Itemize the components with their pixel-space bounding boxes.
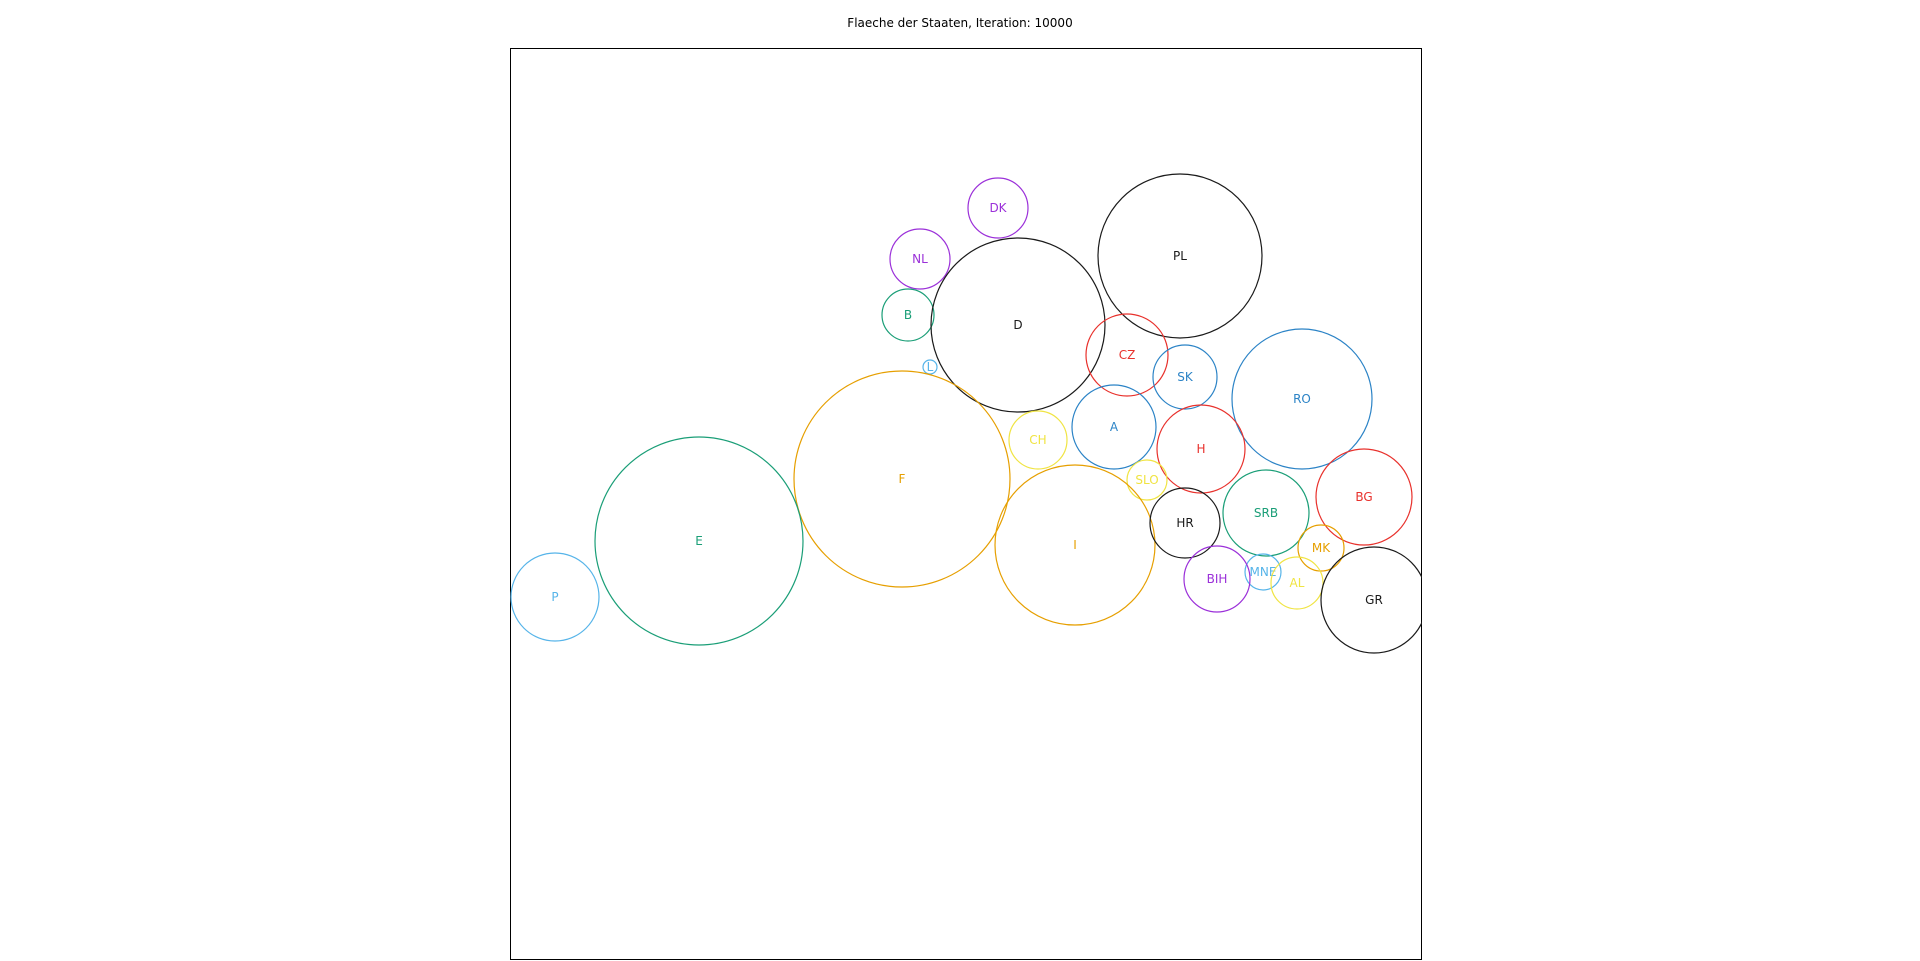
state-label: A xyxy=(1110,420,1119,434)
state-label: MNE xyxy=(1250,565,1277,579)
state-label: SK xyxy=(1177,370,1194,384)
state-label: CH xyxy=(1029,433,1046,447)
state-l: L xyxy=(922,359,938,375)
state-p: P xyxy=(510,552,600,642)
state-hr: HR xyxy=(1149,487,1221,559)
state-label: I xyxy=(1073,538,1077,552)
state-slo: SLO xyxy=(1126,459,1168,501)
state-label: P xyxy=(551,590,558,604)
state-circle xyxy=(994,464,1156,626)
state-b: B xyxy=(881,288,935,342)
state-circle xyxy=(1126,459,1168,501)
state-label: BG xyxy=(1355,490,1372,504)
state-label: AL xyxy=(1290,576,1305,590)
state-circle xyxy=(1149,487,1221,559)
state-label: PL xyxy=(1173,249,1187,263)
state-circle xyxy=(1008,410,1068,470)
state-circle xyxy=(1231,328,1373,470)
state-label: L xyxy=(927,360,934,374)
state-circle xyxy=(1315,448,1413,546)
state-bih: BIH xyxy=(1183,545,1251,613)
state-circle xyxy=(510,552,600,642)
state-circle xyxy=(1270,556,1324,610)
state-mne: MNE xyxy=(1244,553,1282,591)
state-label: HR xyxy=(1176,516,1193,530)
state-label: SRB xyxy=(1254,506,1278,520)
state-label: GR xyxy=(1365,593,1383,607)
state-d: D xyxy=(930,237,1106,413)
chart-title: Flaeche der Staaten, Iteration: 10000 xyxy=(847,16,1073,30)
plot-area: DK NL B L D PL CZ SK RO A CH H F SLO BG I HR SRB E MK MNE BIH… xyxy=(510,48,1422,960)
state-label: E xyxy=(695,534,703,548)
state-label: H xyxy=(1196,442,1205,456)
plot-frame xyxy=(510,48,1422,960)
state-circle xyxy=(594,436,804,646)
state-pl: PL xyxy=(1097,173,1263,339)
state-label: BIH xyxy=(1207,572,1228,586)
state-circle xyxy=(1183,545,1251,613)
state-cz: CZ xyxy=(1085,313,1169,397)
state-nl: NL xyxy=(889,228,951,290)
state-circle xyxy=(922,359,938,375)
state-label: F xyxy=(899,472,906,486)
state-f: F xyxy=(793,370,1011,588)
state-a: A xyxy=(1071,384,1157,470)
state-sk: SK xyxy=(1152,344,1218,410)
state-i: I xyxy=(994,464,1156,626)
state-circle xyxy=(1156,404,1246,494)
state-circle xyxy=(1097,173,1263,339)
state-gr: GR xyxy=(1320,546,1422,654)
state-circle xyxy=(1297,524,1345,572)
state-circle xyxy=(1085,313,1169,397)
state-e: E xyxy=(594,436,804,646)
state-label: CZ xyxy=(1119,348,1136,362)
state-mk: MK xyxy=(1297,524,1345,572)
state-ro: RO xyxy=(1231,328,1373,470)
state-label: B xyxy=(904,308,912,322)
state-circle xyxy=(1320,546,1422,654)
state-circle xyxy=(881,288,935,342)
state-label: MK xyxy=(1312,541,1331,555)
state-circle xyxy=(889,228,951,290)
state-circle xyxy=(1152,344,1218,410)
state-label: RO xyxy=(1293,392,1311,406)
state-bg: BG xyxy=(1315,448,1413,546)
state-label: D xyxy=(1013,318,1022,332)
state-h: H xyxy=(1156,404,1246,494)
state-circle xyxy=(1244,553,1282,591)
state-circle xyxy=(967,177,1029,239)
state-circle xyxy=(793,370,1011,588)
state-circle xyxy=(930,237,1106,413)
state-dk: DK xyxy=(967,177,1029,239)
state-al: AL xyxy=(1270,556,1324,610)
state-label: SLO xyxy=(1135,473,1158,487)
state-label: NL xyxy=(912,252,928,266)
state-label: DK xyxy=(989,201,1007,215)
state-circle xyxy=(1222,469,1310,557)
state-circle xyxy=(1071,384,1157,470)
state-srb: SRB xyxy=(1222,469,1310,557)
state-ch: CH xyxy=(1008,410,1068,470)
